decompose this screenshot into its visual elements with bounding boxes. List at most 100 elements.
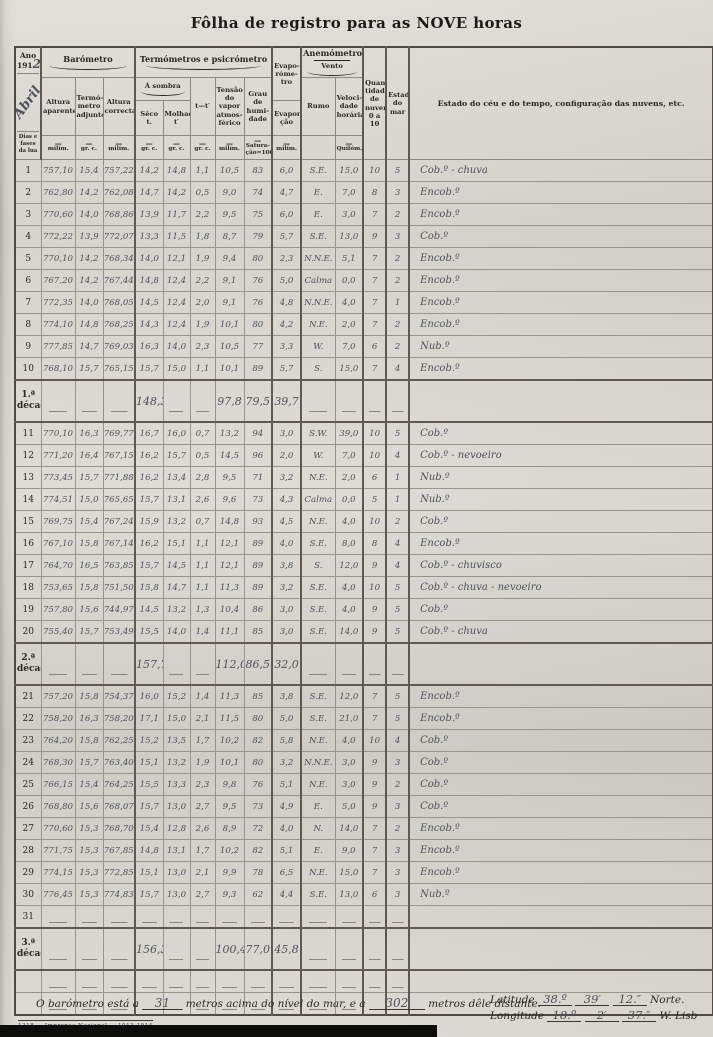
cell: 10,1 — [214, 313, 245, 336]
cell: 15,8 — [74, 729, 104, 752]
cell: 2,7 — [189, 795, 216, 818]
cell: 15,6 — [74, 795, 104, 818]
cell: 16,4 — [74, 444, 104, 467]
cell: 774,15 — [40, 861, 76, 884]
cell — [102, 379, 136, 423]
latitude-min-handwritten: 39′ — [575, 993, 610, 1006]
cell: 9,6 — [214, 488, 245, 511]
cell: 11,5 — [214, 707, 245, 730]
cell: 15,4 — [74, 773, 104, 796]
cell: 10 — [362, 729, 388, 752]
cell: 72 — [243, 817, 274, 840]
cell — [271, 969, 303, 993]
cell: Cob.º — [408, 795, 713, 818]
cell: 772,85 — [102, 861, 136, 884]
cell: 1,8 — [189, 225, 216, 248]
cell: 4,8 — [271, 291, 303, 314]
cell: 768,10 — [40, 357, 76, 381]
cell: 14,8 — [134, 269, 164, 292]
cell: 13,0 — [334, 225, 365, 248]
cell: 9,4 — [214, 247, 245, 270]
cell: E. — [300, 203, 336, 226]
cell: 16,0 — [134, 684, 164, 708]
cell: 13,2 — [214, 421, 245, 445]
cell: 13,0 — [162, 883, 191, 906]
cell: 767,44 — [102, 269, 136, 292]
cell — [74, 642, 104, 686]
cell: 76 — [243, 773, 274, 796]
longitude-label: Longitude — [490, 1010, 545, 1022]
cell: 6,0 — [271, 203, 303, 226]
cell: 2,0 — [334, 466, 365, 489]
cell: 45,8 — [271, 927, 303, 971]
cell: 10 — [362, 421, 388, 445]
cell: 4,0 — [334, 291, 365, 314]
register-table: Ano 1912 Abril Dias e fases da lua Baróm… — [14, 46, 713, 1016]
cell: 14,0 — [74, 203, 104, 226]
cell: 73 — [243, 488, 274, 511]
distance-handwritten: 302 — [368, 997, 425, 1010]
decade-label: 2.ª década — [14, 642, 42, 686]
register-table-body: 1 757,10 15,4 757,22 14,2 14,8 1,1 10,5 83 6,0 S.E… — [14, 159, 713, 1016]
cell: 94 — [243, 421, 274, 445]
unit-gr: — gr. c. — [134, 135, 164, 160]
cell — [408, 379, 713, 423]
cell: 13,9 — [134, 203, 164, 226]
cell: 768,80 — [40, 795, 76, 818]
cell: 8,9 — [214, 817, 245, 840]
cell: 78 — [243, 861, 274, 884]
cell: 767,14 — [102, 532, 136, 555]
table-row-day: 21 757,20 15,8 754,37 16,0 15,2 1,4 11,3 85 3,8 S.… — [14, 684, 713, 708]
cell: 14,3 — [134, 313, 164, 336]
cell: 5,8 — [271, 729, 303, 752]
cell: 0,0 — [334, 269, 365, 292]
cell: 2,6 — [189, 488, 216, 511]
cell: 1,7 — [189, 839, 216, 862]
cell: 14,0 — [162, 335, 191, 358]
cell: 1,4 — [189, 620, 216, 644]
cell: 14,5 — [162, 554, 191, 577]
cell: 12,1 — [162, 247, 191, 270]
table-header: Ano 1912 Abril Dias e fases da lua Baróm… — [14, 46, 713, 160]
cell — [362, 379, 388, 423]
cell — [74, 969, 104, 993]
cell — [300, 905, 336, 929]
decade-label: 1.ª década — [14, 379, 42, 423]
cell — [385, 642, 411, 686]
table-row-day: 13 773,45 15,7 771,88 16,2 13,4 2,8 9,5 71 3,2 N.E… — [14, 466, 713, 489]
cell: 2 — [385, 335, 411, 358]
cell: S.E. — [300, 225, 336, 248]
cell: 2 — [385, 510, 411, 533]
cell — [74, 927, 104, 971]
table-row-day: 25 766,15 15,4 764,25 15,5 13,3 2,3 9,8 76 5,1 N.E… — [14, 773, 713, 796]
cell: 3,2 — [271, 466, 303, 489]
cell: 4,2 — [271, 313, 303, 336]
ano-word: Ano — [19, 51, 37, 60]
cell — [243, 992, 274, 1016]
cell: 768,34 — [102, 247, 136, 270]
cell: 4,0 — [271, 532, 303, 555]
cell: 77 — [243, 335, 274, 358]
table-row-day: 11 770,10 16,3 769,77 16,7 16,0 0,7 13,2 94 3,0 S.… — [14, 421, 713, 445]
latitude-deg-handwritten: 38.º — [538, 993, 573, 1006]
cell: 0,7 — [189, 510, 216, 533]
cell: 5 — [385, 684, 411, 708]
cell: 62 — [243, 883, 274, 906]
table-row-day: 23 764,20 15,8 762,25 15,2 13,5 1,7 10,2 82 5,8 N.… — [14, 729, 713, 752]
cell: 80 — [243, 313, 274, 336]
table-row-day: 10 768,10 15,7 765,15 15,7 15,0 1,1 10,1 89 5,7 S.… — [14, 357, 713, 381]
cell: 82 — [243, 729, 274, 752]
cell: 12,1 — [214, 532, 245, 555]
cell — [362, 642, 388, 686]
cell: 773,45 — [40, 466, 76, 489]
cell: 7,0 — [334, 335, 365, 358]
cell: 10,1 — [214, 357, 245, 381]
cell: 10,5 — [214, 335, 245, 358]
cell: 5,1 — [334, 247, 365, 270]
cell — [385, 927, 411, 971]
cell: N.E. — [300, 729, 336, 752]
cell: 76 — [243, 269, 274, 292]
cell: 13,2 — [162, 510, 191, 533]
cell: 4,0 — [271, 817, 303, 840]
cell: 762,25 — [102, 729, 136, 752]
